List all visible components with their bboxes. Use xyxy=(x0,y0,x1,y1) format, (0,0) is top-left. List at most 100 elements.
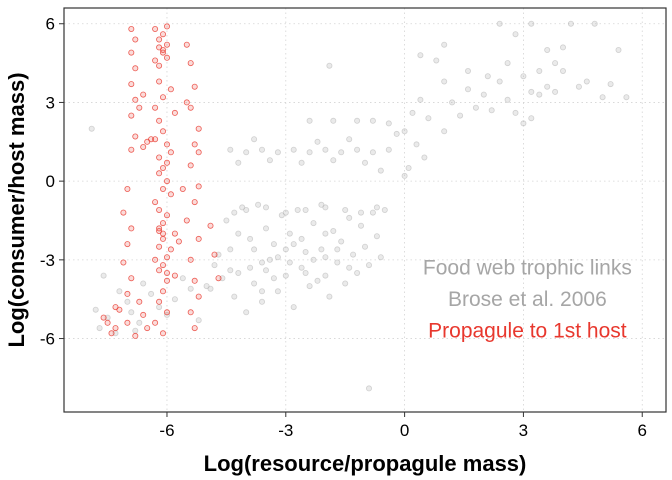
propagule-point xyxy=(128,225,135,232)
propagule-point xyxy=(156,267,163,274)
propagule-point xyxy=(124,290,131,297)
food-web-point xyxy=(306,117,313,124)
food-web-point xyxy=(235,269,242,276)
propagule-point xyxy=(128,146,135,153)
y-tick-label: 3 xyxy=(46,93,55,112)
food-web-point xyxy=(520,73,527,80)
propagule-point xyxy=(128,275,135,282)
food-web-point xyxy=(124,298,131,305)
food-web-point xyxy=(393,130,400,137)
propagule-point xyxy=(104,319,111,326)
food-web-point xyxy=(258,298,265,305)
food-web-point xyxy=(464,68,471,75)
x-tick-label: 6 xyxy=(638,421,647,440)
food-web-point xyxy=(290,304,297,311)
food-web-point xyxy=(302,269,309,276)
food-web-point xyxy=(377,254,384,261)
food-web-point xyxy=(247,264,254,271)
food-web-point xyxy=(251,136,258,143)
food-web-point xyxy=(369,117,376,124)
food-web-point xyxy=(457,112,464,119)
food-web-point xyxy=(243,309,250,316)
food-web-point xyxy=(536,91,543,98)
propagule-point xyxy=(159,288,166,295)
propagule-point xyxy=(152,256,159,263)
food-web-point xyxy=(449,99,456,106)
propagule-point xyxy=(152,319,159,326)
food-web-point xyxy=(262,225,269,232)
propagule-point xyxy=(191,325,198,332)
propagule-point xyxy=(136,298,143,305)
food-web-point xyxy=(298,264,305,271)
propagule-point xyxy=(124,185,131,192)
food-web-point xyxy=(623,94,630,101)
food-web-point xyxy=(488,107,495,114)
food-web-point xyxy=(512,109,519,116)
food-web-point xyxy=(243,149,250,156)
propagule-point xyxy=(144,325,151,332)
propagule-point xyxy=(195,293,202,300)
propagule-point xyxy=(159,94,166,101)
propagule-point xyxy=(156,62,163,69)
food-web-point xyxy=(298,235,305,242)
propagule-point xyxy=(156,78,163,85)
propagule-point xyxy=(163,269,170,276)
propagule-point xyxy=(152,25,159,32)
propagule-point xyxy=(187,162,194,169)
food-web-point xyxy=(195,317,202,324)
annotation-brose: Brose et al. 2006 xyxy=(448,288,607,311)
plot-background xyxy=(64,8,666,412)
propagule-point xyxy=(156,36,163,43)
food-web-point xyxy=(282,272,289,279)
propagule-point xyxy=(183,41,190,48)
food-web-point xyxy=(235,159,242,166)
food-web-point xyxy=(266,157,273,164)
food-web-point xyxy=(207,285,214,292)
food-web-point xyxy=(484,73,491,80)
food-web-point xyxy=(615,47,622,54)
propagule-point xyxy=(163,54,170,61)
propagule-point xyxy=(215,275,222,282)
propagule-point xyxy=(159,235,166,242)
food-web-point xyxy=(385,146,392,153)
food-web-point xyxy=(330,227,337,234)
food-web-point xyxy=(290,241,297,248)
food-web-point xyxy=(156,304,163,311)
food-web-point xyxy=(441,41,448,48)
propagule-point xyxy=(132,36,139,43)
food-web-point xyxy=(306,283,313,290)
propagule-point xyxy=(140,311,147,318)
propagule-point xyxy=(195,125,202,132)
food-web-point xyxy=(413,141,420,148)
propagule-point xyxy=(179,185,186,192)
propagule-point xyxy=(132,65,139,72)
food-web-point xyxy=(266,256,273,263)
propagule-point xyxy=(211,251,218,258)
propagule-point xyxy=(152,199,159,206)
food-web-point xyxy=(575,83,582,90)
propagule-point xyxy=(136,104,143,111)
propagule-point xyxy=(159,330,166,337)
propagule-point xyxy=(171,272,178,279)
food-web-point xyxy=(401,128,408,135)
food-web-point xyxy=(322,230,329,237)
food-web-point xyxy=(433,57,440,64)
food-web-point xyxy=(334,246,341,253)
propagule-point xyxy=(187,309,194,316)
propagule-point xyxy=(156,154,163,161)
food-web-point xyxy=(373,204,380,211)
food-web-point xyxy=(421,154,428,161)
food-web-point xyxy=(262,267,269,274)
food-web-point xyxy=(342,280,349,287)
propagule-point xyxy=(128,49,135,56)
series-propagule xyxy=(100,23,222,339)
propagule-point xyxy=(159,49,166,56)
food-web-point xyxy=(464,86,471,93)
food-web-point xyxy=(417,96,424,103)
propagule-point xyxy=(128,112,135,119)
food-web-point xyxy=(298,159,305,166)
food-web-point xyxy=(274,149,281,156)
food-web-point xyxy=(258,288,265,295)
propagule-point xyxy=(132,332,139,339)
food-web-point xyxy=(282,246,289,253)
